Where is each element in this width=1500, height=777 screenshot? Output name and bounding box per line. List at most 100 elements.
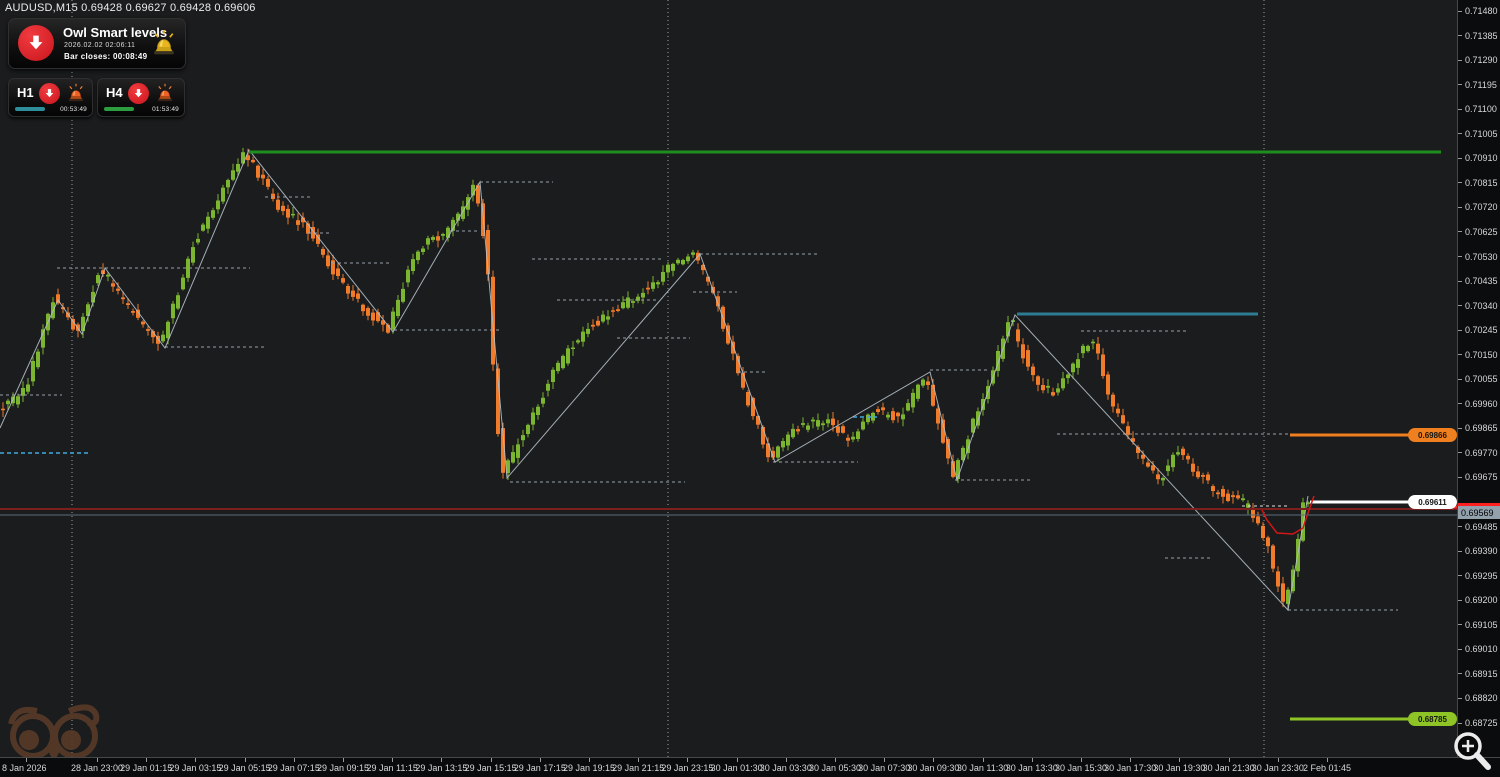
y-axis-tick-mark xyxy=(1458,256,1462,258)
x-axis-label: 30 Jan 19:30 xyxy=(1153,763,1206,773)
y-axis-tick-mark xyxy=(1458,59,1462,61)
h4-alert-siren-button[interactable] xyxy=(155,83,175,108)
y-axis-tick-label: 0.69770 xyxy=(1465,447,1498,458)
price-axis[interactable]: 0.71480 0.71385 0.71290 0.71195 0.71100 0.710… xyxy=(1457,0,1500,757)
y-axis-tick-mark xyxy=(1458,305,1462,307)
y-axis-tick-label: 0.70815 xyxy=(1465,177,1498,188)
h1-progress-bar xyxy=(15,107,45,111)
candles xyxy=(1,147,1310,611)
x-axis-label: 29 Jan 11:15 xyxy=(366,763,418,773)
dashed-swing-levels xyxy=(0,181,1398,611)
y-axis-tick-label: 0.70910 xyxy=(1465,153,1498,164)
x-axis-label: 30 Jan 07:30 xyxy=(858,763,911,773)
siren-icon xyxy=(157,83,173,102)
x-axis-label: 29 Jan 19:15 xyxy=(562,763,616,773)
day-separator-lines xyxy=(71,0,1265,757)
x-axis-label: 2 Feb 01:45 xyxy=(1302,763,1352,773)
y-axis-tick-label: 0.71100 xyxy=(1465,104,1497,115)
y-axis-tick-mark xyxy=(1458,648,1462,650)
y-axis-tick-label: 0.69295 xyxy=(1465,570,1498,581)
timeframe-panel-h4[interactable]: H4 01:53:49 xyxy=(97,78,185,117)
symbol-ohlc-title: AUDUSD,M15 0.69428 0.69627 0.69428 0.696… xyxy=(5,2,256,14)
x-axis-tick-mark xyxy=(1031,758,1033,762)
y-axis-tick-mark xyxy=(1458,476,1462,478)
x-axis-tick-mark xyxy=(1277,758,1279,762)
y-axis-tick-label: 0.71005 xyxy=(1465,128,1498,139)
x-axis-label: 30 Jan 05:30 xyxy=(808,763,862,773)
siren-icon xyxy=(68,83,84,102)
y-axis-tick-mark xyxy=(1458,526,1462,528)
y-axis-tick-mark xyxy=(1458,452,1462,454)
panel-datetime: 2026.02.02 02:06:11 xyxy=(64,42,136,49)
y-axis-tick-mark xyxy=(1458,599,1462,601)
magnifier-icon xyxy=(1454,732,1491,770)
x-axis-label: 29 Jan 09:15 xyxy=(316,763,370,773)
x-axis-tick-mark xyxy=(638,758,640,762)
x-axis-label: 29 Jan 07:15 xyxy=(267,763,320,773)
time-axis[interactable]: 8 Jan 2026 28 Jan 23:00 29 Jan 01:15 29 Jan… xyxy=(0,757,1500,777)
x-axis-tick-mark xyxy=(687,758,689,762)
panel-title: Owl Smart levels xyxy=(63,25,168,40)
owl-logo-watermark xyxy=(8,704,100,762)
x-axis-label: 28 Jan 23:00 xyxy=(70,763,124,773)
x-axis-label: 29 Jan 23:15 xyxy=(661,763,714,773)
h4-progress-bar xyxy=(104,107,134,111)
y-axis-tick-label: 0.70530 xyxy=(1465,251,1498,262)
h1-close-timer: 00:53:49 xyxy=(60,106,87,113)
y-axis-tick-mark xyxy=(1458,280,1462,282)
h4-trend-down-button[interactable] xyxy=(128,83,149,104)
h1-trend-down-button[interactable] xyxy=(39,83,60,104)
y-axis-tick-label: 0.70150 xyxy=(1465,349,1498,360)
x-axis-tick-mark xyxy=(26,758,27,762)
down-arrow-icon xyxy=(134,89,143,98)
h1-alert-siren-button[interactable] xyxy=(66,83,86,108)
x-axis-tick-mark xyxy=(1228,758,1230,762)
y-axis-tick-label: 0.70625 xyxy=(1465,226,1498,237)
y-axis-tick-mark xyxy=(1458,403,1462,405)
y-axis-tick-mark xyxy=(1458,354,1462,356)
y-axis-tick-label: 0.71290 xyxy=(1465,55,1498,66)
x-axis-tick-mark xyxy=(539,758,541,762)
y-axis-tick-label: 0.70055 xyxy=(1465,374,1498,385)
y-axis-tick-mark xyxy=(1458,133,1462,135)
y-axis-tick-label: 0.69865 xyxy=(1465,423,1498,434)
x-axis-label: 30 Jan 17:30 xyxy=(1104,763,1157,773)
y-axis-tick-label: 0.69200 xyxy=(1465,595,1498,606)
h4-close-timer: 01:53:49 xyxy=(152,106,179,113)
y-axis-tick-label: 0.69960 xyxy=(1465,398,1498,409)
x-axis-tick-mark xyxy=(343,758,344,762)
orange-level-price-pill: 0.69866 xyxy=(1408,428,1457,442)
y-axis-tick-mark xyxy=(1458,35,1462,37)
x-axis-label: 30 Jan 21:30 xyxy=(1202,763,1255,773)
x-axis-tick-mark xyxy=(146,758,148,762)
down-arrow-icon xyxy=(45,89,54,98)
magnifier-zoom-button[interactable] xyxy=(1446,724,1496,774)
timeframe-panel-h1[interactable]: H1 00:53:49 xyxy=(8,78,93,117)
x-axis-tick-mark xyxy=(1327,758,1328,762)
x-axis-label: 29 Jan 15:15 xyxy=(464,763,517,773)
trend-down-button[interactable] xyxy=(18,25,54,61)
owl-smart-levels-panel[interactable]: Owl Smart levels 2026.02.02 02:06:11 Bar… xyxy=(8,18,186,69)
x-axis-tick-mark xyxy=(884,758,886,762)
y-axis-tick-label: 0.69105 xyxy=(1465,619,1498,630)
x-axis-label: 30 Jan 13:30 xyxy=(1005,763,1058,773)
x-axis-label: 30 Jan 11:30 xyxy=(956,763,1009,773)
y-axis-tick-mark xyxy=(1458,550,1462,552)
x-axis-tick-mark xyxy=(490,758,492,762)
horizontal-level-lines xyxy=(0,150,1457,721)
x-axis-label: 29 Jan 21:15 xyxy=(612,763,665,773)
x-axis-tick-mark xyxy=(392,758,394,762)
zigzag-line xyxy=(0,149,1309,612)
y-axis-tick-mark xyxy=(1458,575,1462,577)
alert-siren-button[interactable] xyxy=(150,29,178,62)
y-axis-tick-label: 0.71480 xyxy=(1465,6,1498,16)
y-axis-tick-label: 0.71195 xyxy=(1465,79,1497,90)
x-axis-tick-mark xyxy=(244,758,246,762)
y-axis-tick-mark xyxy=(1458,427,1462,429)
siren-icon xyxy=(154,30,174,55)
x-axis-label: 30 Jan 01:30 xyxy=(710,763,763,773)
x-axis-tick-mark xyxy=(933,758,935,762)
y-axis-tick-label: 0.71385 xyxy=(1465,30,1498,41)
